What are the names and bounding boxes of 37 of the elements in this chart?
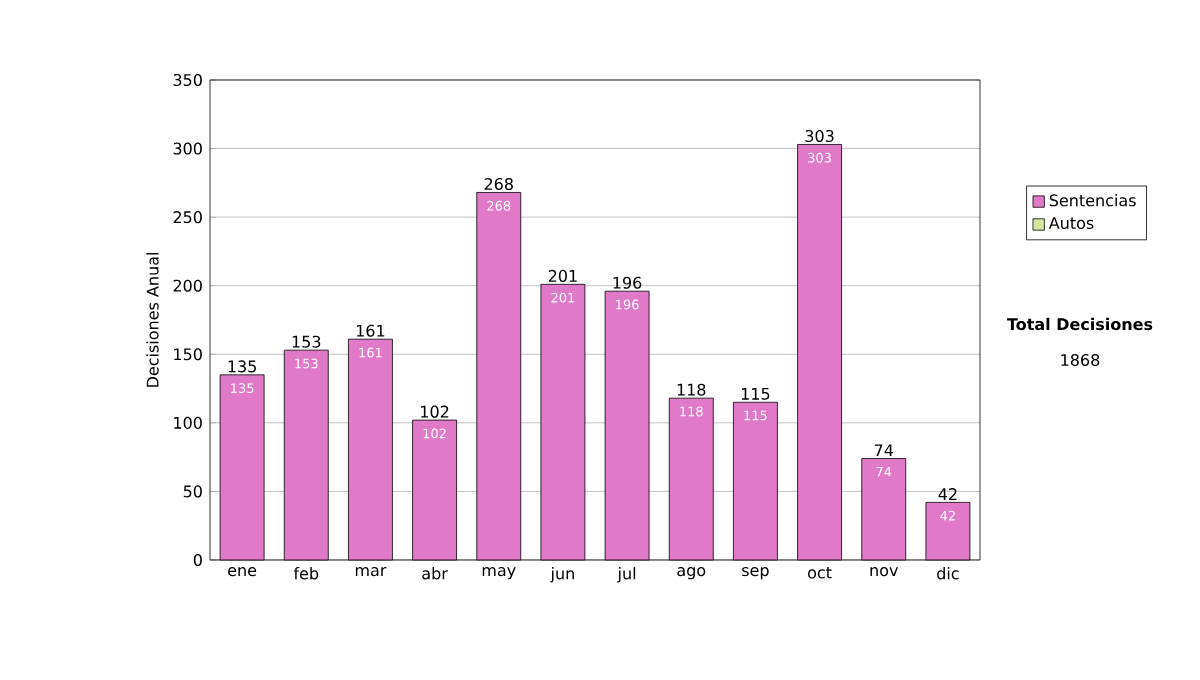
total-label: 74 (874, 444, 894, 457)
y-tick-label: 0 (193, 553, 202, 567)
y-tick-label: 250 (173, 211, 202, 224)
x-tick-label: may (482, 567, 516, 580)
total-label: 118 (677, 383, 706, 396)
total-label: 303 (805, 129, 834, 143)
total-label: 196 (613, 276, 642, 289)
total-label: 135 (228, 360, 256, 373)
total-label: 102 (421, 405, 449, 418)
total-label: 268 (484, 177, 513, 191)
y-tick-label: 100 (174, 416, 202, 429)
y-tick-label: 150 (174, 348, 202, 361)
x-tick-label: ene (228, 567, 257, 577)
x-tick-label: sep (742, 567, 769, 580)
x-tick-label: nov (870, 567, 898, 577)
y-tick-label: 300 (173, 142, 202, 155)
x-tick-label: feb (293, 567, 319, 580)
x-tick-label: dic (937, 567, 959, 580)
x-tick-label: ago (677, 567, 706, 580)
total-label: 153 (292, 335, 321, 348)
text: Total Decisiones (1006, 317, 1153, 331)
y-tick-label: 200 (173, 279, 202, 292)
total-label: 201 (548, 269, 577, 282)
x-tick-label: jun (550, 567, 574, 583)
y-tick-label: 350 (173, 73, 202, 87)
legend-label: Autos (1048, 217, 1094, 230)
x-tick-label: oct (808, 567, 832, 579)
total-label: 115 (741, 387, 770, 400)
y-tick-label: 50 (183, 485, 202, 498)
x-tick-label: abr (422, 567, 448, 580)
y-axis-title: Decisiones Anual (146, 253, 159, 387)
x-tick-label: mar (355, 567, 387, 577)
legend-label: Sentencias (1049, 194, 1136, 207)
total-label: 42 (938, 488, 957, 500)
total-label: 161 (356, 324, 385, 337)
text: 1868 (1061, 353, 1100, 367)
x-tick-label: jul (617, 567, 636, 583)
